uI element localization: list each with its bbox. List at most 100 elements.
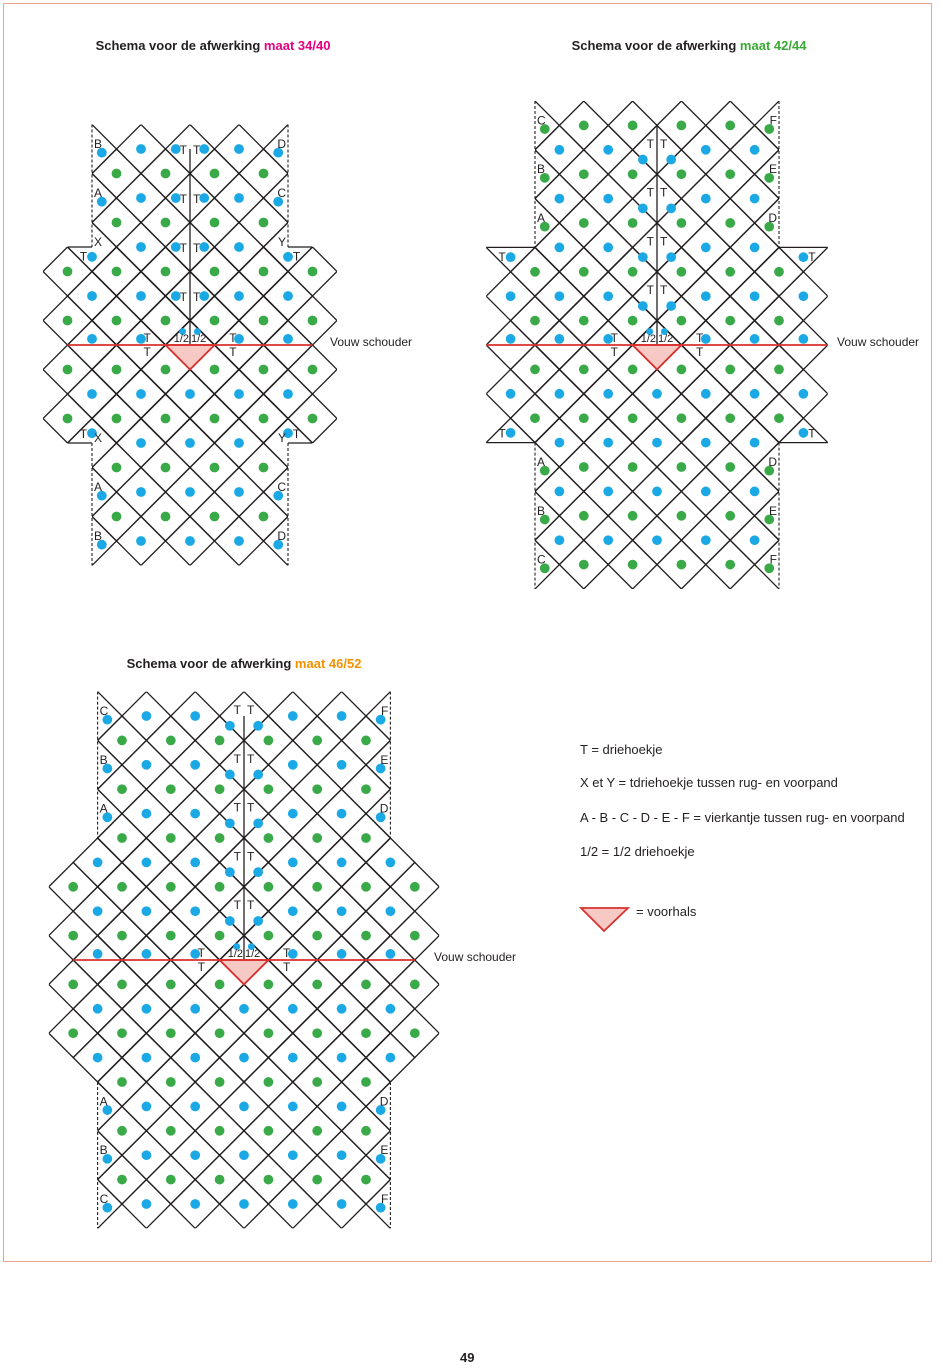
blue-dot: [554, 144, 565, 155]
green-dot: [725, 169, 736, 180]
seam-label-left: C: [100, 704, 109, 718]
green-dot: [258, 266, 269, 277]
green-dot: [578, 315, 589, 326]
green-dot: [627, 315, 638, 326]
blue-dot: [666, 154, 677, 165]
diamond-cell: [753, 392, 805, 443]
green-dot: [539, 124, 550, 134]
blue-dot: [798, 252, 809, 263]
blue-dot: [253, 818, 264, 829]
diamond-cell: [365, 739, 391, 791]
green-dot: [165, 1125, 176, 1136]
blue-dot: [170, 193, 181, 203]
green-dot: [539, 563, 550, 574]
green-dot: [312, 784, 323, 795]
blue-dot: [136, 438, 146, 448]
seam-label-right: Y: [278, 431, 286, 445]
green-dot: [209, 364, 220, 375]
blue-dot: [554, 291, 565, 302]
blue-dot: [283, 389, 293, 399]
seam-label-right: D: [768, 211, 777, 225]
seam-label-left: C: [537, 553, 546, 567]
size-label: maat 42/44: [739, 38, 807, 53]
green-dot: [725, 364, 736, 375]
triangle-label-t: T: [234, 849, 242, 863]
blue-dot: [190, 906, 201, 917]
diamond-cell: [262, 172, 288, 224]
diamond-cell: [92, 515, 118, 566]
blue-dot: [336, 906, 347, 917]
triangle-label-t: T: [647, 186, 655, 200]
blue-dot: [136, 487, 146, 497]
green-dot: [111, 364, 122, 375]
blue-dot: [505, 427, 516, 438]
green-dot: [117, 881, 127, 892]
triangle-label-t: T: [611, 345, 619, 359]
blue-dot: [505, 252, 516, 263]
diamond-cell: [558, 539, 610, 589]
blue-dot: [239, 1052, 249, 1063]
blue-dot: [87, 428, 97, 439]
blue-dot: [96, 147, 107, 158]
diamond-cell: [316, 1178, 367, 1229]
blue-dot: [234, 333, 244, 344]
green-dot: [361, 1077, 371, 1087]
blue-dot: [92, 857, 103, 868]
green-dot: [214, 1174, 225, 1185]
green-dot: [258, 462, 269, 473]
green-dot: [263, 735, 274, 746]
blue-dot: [283, 333, 293, 344]
corner-triangle-label: T: [808, 250, 816, 264]
triangle-label-t: T: [696, 345, 704, 359]
seam-label-right: C: [277, 186, 286, 200]
blue-dot: [224, 720, 235, 731]
blue-dot: [375, 1153, 386, 1164]
green-dot: [165, 979, 176, 990]
green-dot: [409, 979, 420, 990]
corner-triangle-label: T: [808, 427, 816, 441]
green-dot: [774, 315, 784, 326]
diamond-cell: [365, 1081, 391, 1132]
corner-triangle-label: T: [80, 427, 88, 441]
title-text: Schema voor de afwerking: [126, 656, 292, 671]
blue-dot: [336, 1199, 347, 1209]
seam-label-right: F: [381, 704, 388, 718]
blue-dot: [190, 949, 201, 959]
green-dot: [361, 930, 371, 941]
green-dot: [214, 1077, 225, 1087]
seam-label-left: A: [100, 802, 108, 816]
blue-dot: [190, 759, 201, 770]
diamond-cell: [267, 1178, 319, 1229]
diamond-cell: [753, 441, 779, 493]
green-dot: [627, 413, 638, 424]
green-dot: [530, 364, 540, 375]
blue-dot: [102, 763, 113, 774]
blue-dot: [385, 857, 396, 868]
green-dot: [627, 510, 638, 521]
blue-dot: [141, 1150, 152, 1161]
green-dot: [165, 735, 176, 746]
green-dot: [627, 364, 638, 375]
blue-dot: [273, 539, 284, 550]
green-dot: [214, 784, 225, 795]
seam-label-right: C: [277, 480, 286, 494]
diagram-title-42-44: Schema voor de afwerking maat 42/44: [572, 38, 807, 53]
diamond-cell: [753, 490, 779, 542]
diamond-cell: [218, 1178, 270, 1229]
diamond-cell: [169, 1032, 221, 1082]
diamond-cell: [238, 393, 289, 443]
green-dot: [409, 881, 420, 892]
blue-dot: [193, 328, 201, 335]
green-dot: [725, 120, 736, 131]
green-dot: [214, 735, 225, 746]
blue-dot: [199, 291, 210, 301]
blue-dot: [87, 291, 97, 301]
diamond-cell: [535, 101, 561, 151]
diamond-cell: [365, 691, 391, 742]
diamond-cell: [189, 393, 240, 443]
green-dot: [263, 784, 274, 795]
blue-dot: [141, 949, 152, 959]
seam-label-left: A: [537, 455, 545, 469]
blue-dot: [283, 291, 293, 301]
